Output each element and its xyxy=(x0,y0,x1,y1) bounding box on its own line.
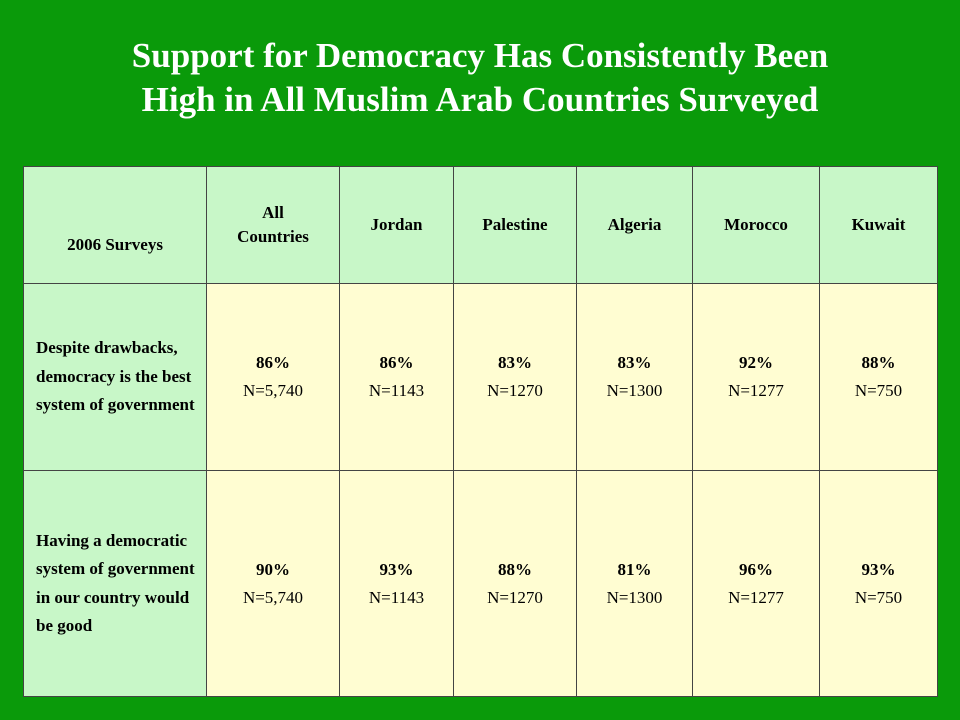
cell-sample-size: N=1143 xyxy=(368,587,425,607)
corner-header: 2006 Surveys xyxy=(23,166,207,284)
col-header-kuwait: Kuwait xyxy=(819,166,938,284)
cell-sample-size: N=5,740 xyxy=(242,381,304,400)
table-cell: 83% N=1300 xyxy=(576,283,693,471)
cell-percent: 86% xyxy=(256,353,290,372)
table-cell: 93% N=750 xyxy=(819,470,938,697)
col-header-label: All Countries xyxy=(237,203,309,246)
survey-table: 2006 Surveys All Countries Jordan Palesti… xyxy=(23,166,938,697)
cell-percent: 93% xyxy=(861,559,896,579)
table-cell: 92% N=1277 xyxy=(692,283,820,471)
col-header-jordan: Jordan xyxy=(339,166,454,284)
cell-sample-size: N=1300 xyxy=(606,587,663,607)
header-row: 2006 Surveys All Countries Jordan Palesti… xyxy=(23,166,938,284)
title-line-1: Support for Democracy Has Consistently B… xyxy=(131,36,829,75)
table-cell: 90% N=5,740 xyxy=(206,470,340,697)
cell-sample-size: N=1270 xyxy=(487,587,543,607)
row-label: Having a democratic system of government… xyxy=(23,470,207,697)
slide-title: Support for Democracy Has Consistently B… xyxy=(0,34,960,122)
table-row: Despite drawbacks, democracy is the best… xyxy=(23,283,938,471)
cell-percent: 93% xyxy=(379,559,414,579)
cell-sample-size: N=5,740 xyxy=(242,587,304,607)
table-cell: 93% N=1143 xyxy=(339,470,454,697)
table-cell: 86% N=1143 xyxy=(339,283,454,471)
cell-sample-size: N=1143 xyxy=(368,381,425,400)
col-header-palestine: Palestine xyxy=(453,166,577,284)
table-row: Having a democratic system of government… xyxy=(23,470,938,697)
cell-sample-size: N=1277 xyxy=(728,381,784,400)
cell-sample-size: N=750 xyxy=(854,381,903,400)
table-cell: 88% N=750 xyxy=(819,283,938,471)
cell-percent: 83% xyxy=(617,353,652,372)
cell-sample-size: N=1270 xyxy=(487,381,543,400)
cell-sample-size: N=750 xyxy=(854,587,903,607)
col-header-morocco: Morocco xyxy=(692,166,820,284)
col-header-all-countries: All Countries xyxy=(206,166,340,284)
table-cell: 81% N=1300 xyxy=(576,470,693,697)
col-header-algeria: Algeria xyxy=(576,166,693,284)
cell-percent: 83% xyxy=(498,353,532,372)
row-label: Despite drawbacks, democracy is the best… xyxy=(23,283,207,471)
cell-percent: 92% xyxy=(739,353,773,372)
table-cell: 86% N=5,740 xyxy=(206,283,340,471)
table-cell: 96% N=1277 xyxy=(692,470,820,697)
title-line-2: High in All Muslim Arab Countries Survey… xyxy=(141,80,819,119)
cell-percent: 88% xyxy=(498,559,532,579)
cell-sample-size: N=1277 xyxy=(728,587,784,607)
cell-percent: 81% xyxy=(617,559,652,579)
cell-sample-size: N=1300 xyxy=(606,381,663,400)
cell-percent: 96% xyxy=(739,559,773,579)
table-cell: 88% N=1270 xyxy=(453,470,577,697)
table-cell: 83% N=1270 xyxy=(453,283,577,471)
cell-percent: 88% xyxy=(861,353,896,372)
cell-percent: 90% xyxy=(256,559,290,579)
cell-percent: 86% xyxy=(379,353,414,372)
